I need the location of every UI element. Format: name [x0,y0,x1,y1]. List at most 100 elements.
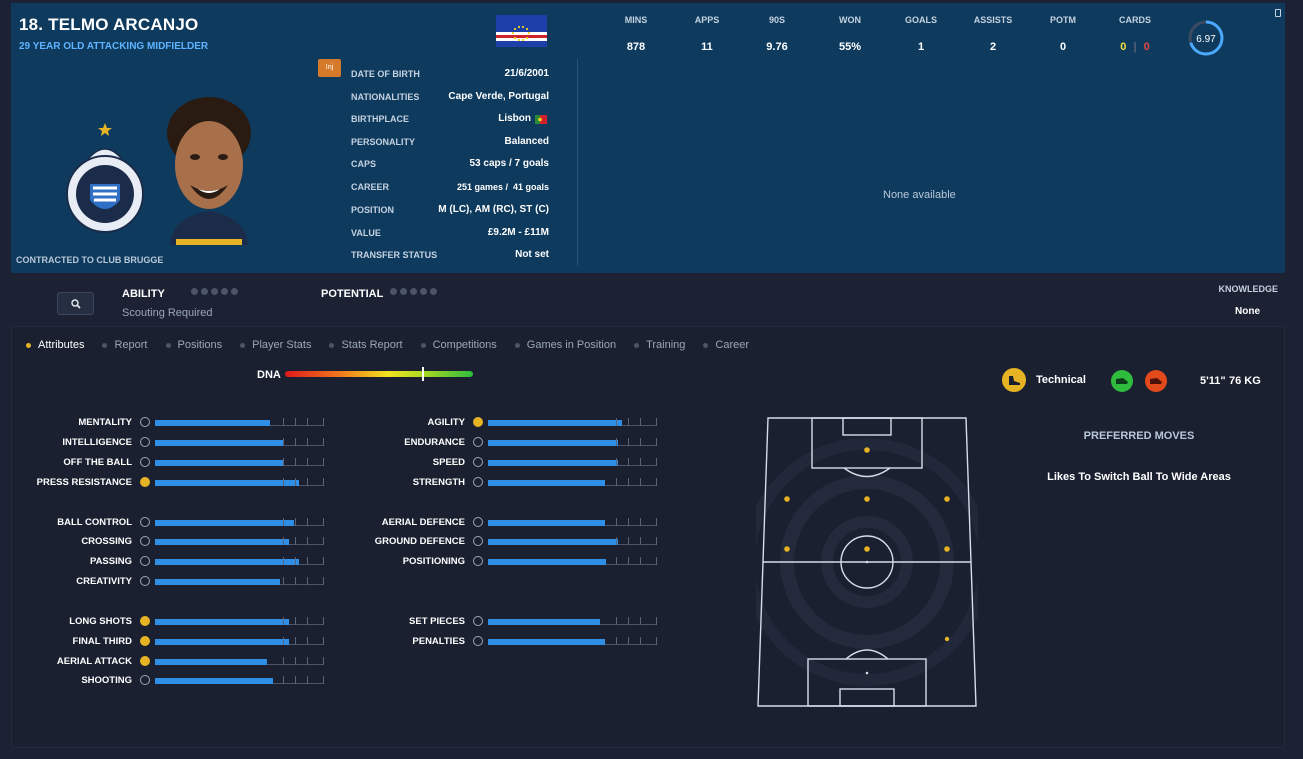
attribute-bar-fill [488,420,622,426]
scout-search-button[interactable] [57,292,94,315]
attribute-grade-icon [473,477,483,487]
cape-verde-flag-icon [496,15,547,47]
attribute-row[interactable]: MENTALITY [12,416,324,430]
tab-career[interactable]: Career [703,339,749,351]
attribute-row[interactable]: PENALTIES [345,635,657,649]
tab-report[interactable]: Report [102,339,148,351]
attribute-tick [323,418,324,426]
attribute-bar-fill [155,619,289,625]
attribute-row[interactable]: AERIAL ATTACK [12,655,324,669]
attribute-name-strength: STRENGTH [412,477,465,488]
stat-header: GOALS [904,15,937,25]
attribute-row[interactable]: SPEED [345,456,657,470]
attribute-tick [295,537,296,545]
dna-label: DNA [257,369,281,381]
attribute-row[interactable]: PASSING [12,555,324,569]
info-value-range: VALUE £9.2M - £11M [351,224,549,246]
attribute-tick [307,657,308,665]
attribute-tick [640,438,641,446]
tab-stats-report[interactable]: Stats Report [329,339,403,351]
attribute-tick [323,676,324,684]
search-icon [71,299,81,309]
attribute-tick [323,637,324,645]
attribute-tick [307,418,308,426]
attribute-row[interactable]: AERIAL DEFENCE [345,516,657,530]
attribute-tick [656,478,657,486]
technical-role-icon[interactable] [1002,368,1026,392]
attribute-row[interactable]: OFF THE BALL [12,456,324,470]
attribute-bar-fill [488,520,605,526]
attribute-row[interactable]: BALL CONTROL [12,516,324,530]
right-foot-icon[interactable] [1145,370,1167,392]
attribute-tick [616,557,617,565]
stat-header: 90S [768,15,785,25]
info-value: M (LC), AM (RC), ST (C) [438,204,549,215]
tab-indicator [420,342,426,348]
attribute-grade-icon [140,576,150,586]
info-date-of-birth: DATE OF BIRTH 21/6/2001 [351,65,549,87]
attribute-tick [283,458,284,466]
attribute-row[interactable]: CREATIVITY [12,575,324,589]
header-menu-icon[interactable] [1275,9,1281,17]
attribute-bar-fill [488,559,607,565]
player-name[interactable]: 18. TELMO ARCANJO [19,15,199,34]
attribute-bar-fill [155,520,294,526]
stat-apps: APPS 11 [672,15,742,53]
tab-competitions[interactable]: Competitions [420,339,497,351]
tab-indicator [26,342,31,348]
tab-player-stats[interactable]: Player Stats [240,339,311,351]
tab-label: Games in Position [526,339,617,351]
position-pitch-map[interactable] [756,415,978,709]
attribute-tick [640,637,641,645]
header-divider [577,59,578,265]
attribute-tick [307,676,308,684]
attribute-tick [295,577,296,585]
tab-training[interactable]: Training [634,339,685,351]
attribute-tick [616,637,617,645]
attribute-row[interactable]: POSITIONING [345,555,657,569]
attribute-row[interactable]: ENDURANCE [345,436,657,450]
attribute-tick [656,617,657,625]
attribute-row[interactable]: PRESS RESISTANCE [12,476,324,490]
tab-label: Positions [177,339,223,351]
contract-status[interactable]: CONTRACTED TO CLUB BRUGGE [16,255,164,265]
info-value[interactable]: Cape Verde, Portugal [448,91,549,102]
left-foot-icon[interactable] [1111,370,1133,392]
attribute-tick [640,617,641,625]
attribute-row[interactable]: INTELLIGENCE [12,436,324,450]
attribute-tick [307,557,308,565]
cards-separator: | [1133,41,1137,53]
attribute-name-agility: AGILITY [427,417,465,428]
tab-games-in-position[interactable]: Games in Position [514,339,617,351]
tab-label: Player Stats [252,339,312,351]
attribute-grade-icon [140,536,150,546]
injury-badge[interactable]: Inj [318,59,341,77]
attribute-tick [616,478,617,486]
tab-attributes[interactable]: Attributes [26,339,84,351]
potential-star [430,288,437,295]
stat-header: POTM [1050,15,1076,25]
tab-positions[interactable]: Positions [165,339,223,351]
attribute-tick [656,557,657,565]
attribute-row[interactable]: GROUND DEFENCE [345,535,657,549]
club-brugge-crest-icon[interactable] [63,118,147,242]
tab-label: Report [114,339,148,351]
attribute-row[interactable]: AGILITY [345,416,657,430]
stat-potm: POTM 0 [1028,15,1098,53]
info-value[interactable]: Not set [515,249,549,260]
attribute-row[interactable]: STRENGTH [345,476,657,490]
attribute-row[interactable]: SET PIECES [345,615,657,629]
info-birthplace: BIRTHPLACE Lisbon [351,110,549,132]
info-value[interactable]: Lisbon [498,113,531,124]
attribute-bar-track [488,438,657,446]
attribute-row[interactable]: CROSSING [12,535,324,549]
dna-gradient-bar[interactable] [285,367,473,381]
attribute-name-passing: PASSING [89,556,132,567]
attribute-bar-track [488,617,657,625]
stat-value: 878 [626,41,646,53]
attribute-row[interactable]: LONG SHOTS [12,615,324,629]
attribute-tick [323,478,324,486]
attribute-row[interactable]: FINAL THIRD [12,635,324,649]
scouting-required-text: Scouting Required [122,307,213,319]
attribute-row[interactable]: SHOOTING [12,674,324,688]
